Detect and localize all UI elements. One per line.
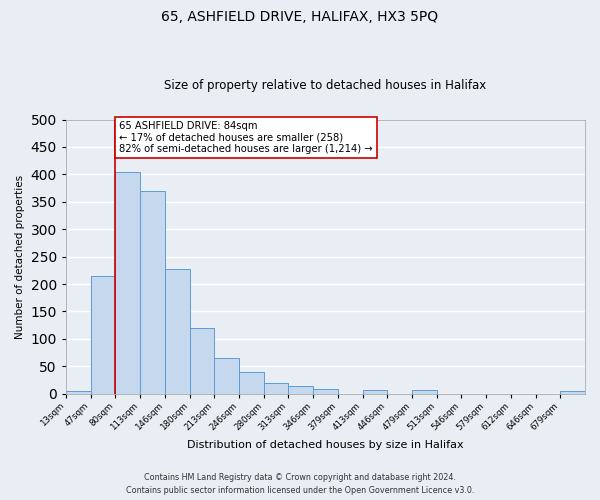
Bar xyxy=(313,390,338,394)
Bar xyxy=(140,191,165,394)
X-axis label: Distribution of detached houses by size in Halifax: Distribution of detached houses by size … xyxy=(187,440,464,450)
Bar xyxy=(91,276,115,394)
Bar xyxy=(560,391,585,394)
Bar xyxy=(412,390,437,394)
Bar xyxy=(214,358,239,394)
Bar xyxy=(190,328,214,394)
Y-axis label: Number of detached properties: Number of detached properties xyxy=(15,174,25,338)
Bar xyxy=(165,268,190,394)
Text: 65 ASHFIELD DRIVE: 84sqm
← 17% of detached houses are smaller (258)
82% of semi-: 65 ASHFIELD DRIVE: 84sqm ← 17% of detach… xyxy=(119,120,373,154)
Text: 65, ASHFIELD DRIVE, HALIFAX, HX3 5PQ: 65, ASHFIELD DRIVE, HALIFAX, HX3 5PQ xyxy=(161,10,439,24)
Title: Size of property relative to detached houses in Halifax: Size of property relative to detached ho… xyxy=(164,79,487,92)
Bar xyxy=(362,390,387,394)
Bar xyxy=(66,391,91,394)
Text: Contains HM Land Registry data © Crown copyright and database right 2024.
Contai: Contains HM Land Registry data © Crown c… xyxy=(126,474,474,495)
Bar xyxy=(239,372,263,394)
Bar xyxy=(289,386,313,394)
Bar xyxy=(115,172,140,394)
Bar xyxy=(263,382,289,394)
